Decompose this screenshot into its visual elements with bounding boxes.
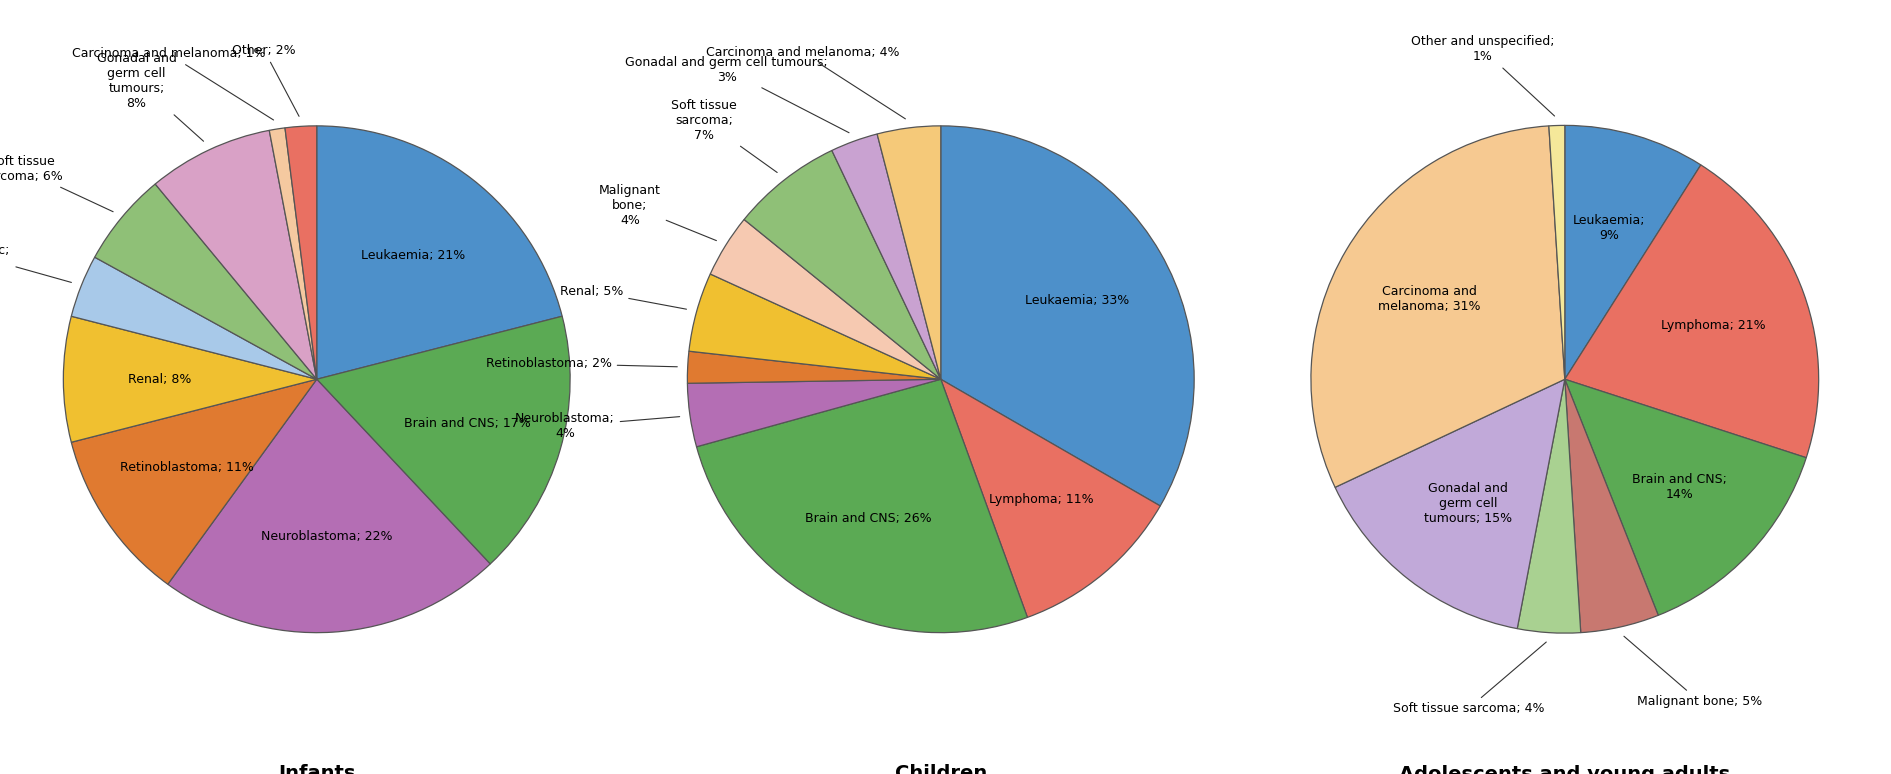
Wedge shape (95, 184, 318, 379)
Text: Renal; 8%: Renal; 8% (129, 373, 191, 385)
Wedge shape (688, 351, 942, 383)
Text: Carcinoma and melanoma; 1%: Carcinoma and melanoma; 1% (72, 47, 274, 120)
Text: Gonadal and germ cell tumours;
3%: Gonadal and germ cell tumours; 3% (626, 56, 849, 132)
Text: Leukaemia;
9%: Leukaemia; 9% (1573, 214, 1645, 242)
Text: Adolescents and young adults: Adolescents and young adults (1399, 765, 1730, 774)
Wedge shape (696, 379, 1027, 632)
Text: Lymphoma; 21%: Lymphoma; 21% (1660, 320, 1764, 333)
Wedge shape (1566, 379, 1806, 615)
Text: Soft tissue
sarcoma; 6%: Soft tissue sarcoma; 6% (0, 156, 113, 212)
Text: Renal; 5%: Renal; 5% (560, 285, 686, 309)
Text: Infants: Infants (278, 765, 356, 774)
Wedge shape (1566, 379, 1658, 632)
Wedge shape (168, 379, 490, 632)
Wedge shape (877, 126, 942, 379)
Wedge shape (711, 220, 942, 379)
Text: Carcinoma and
melanoma; 31%: Carcinoma and melanoma; 31% (1379, 285, 1481, 313)
Wedge shape (832, 134, 942, 379)
Text: Gonadal and
germ cell
tumours;
8%: Gonadal and germ cell tumours; 8% (96, 52, 204, 141)
Text: Leukaemia; 33%: Leukaemia; 33% (1025, 294, 1129, 307)
Text: Hepatic;
4%: Hepatic; 4% (0, 244, 72, 283)
Text: Other and unspecified;
1%: Other and unspecified; 1% (1411, 36, 1554, 116)
Text: Brain and CNS; 26%: Brain and CNS; 26% (806, 512, 932, 526)
Text: Retinoblastoma; 11%: Retinoblastoma; 11% (119, 461, 253, 474)
Text: Carcinoma and melanoma; 4%: Carcinoma and melanoma; 4% (705, 46, 906, 119)
Text: Lymphoma; 11%: Lymphoma; 11% (989, 493, 1095, 506)
Wedge shape (1335, 379, 1566, 628)
Text: Retinoblastoma; 2%: Retinoblastoma; 2% (486, 357, 677, 370)
Wedge shape (942, 379, 1161, 618)
Text: Gonadal and
germ cell
tumours; 15%: Gonadal and germ cell tumours; 15% (1424, 482, 1513, 525)
Text: Neuroblastoma; 22%: Neuroblastoma; 22% (261, 529, 391, 543)
Text: Leukaemia; 21%: Leukaemia; 21% (361, 248, 465, 262)
Wedge shape (269, 128, 318, 379)
Wedge shape (1310, 126, 1566, 488)
Wedge shape (1566, 165, 1819, 457)
Text: Soft tissue
sarcoma;
7%: Soft tissue sarcoma; 7% (671, 99, 777, 173)
Text: Neuroblastoma;
4%: Neuroblastoma; 4% (514, 412, 679, 440)
Wedge shape (318, 317, 569, 564)
Text: Malignant bone; 5%: Malignant bone; 5% (1624, 636, 1762, 708)
Wedge shape (155, 130, 318, 379)
Text: Brain and CNS;
14%: Brain and CNS; 14% (1632, 473, 1726, 501)
Wedge shape (72, 257, 318, 379)
Wedge shape (940, 126, 1195, 506)
Wedge shape (316, 126, 562, 379)
Wedge shape (688, 379, 942, 447)
Wedge shape (1564, 125, 1700, 379)
Text: Other; 2%: Other; 2% (233, 44, 299, 116)
Wedge shape (72, 379, 318, 584)
Wedge shape (286, 126, 318, 379)
Text: Malignant
bone;
4%: Malignant bone; 4% (599, 184, 717, 241)
Wedge shape (1517, 379, 1581, 633)
Wedge shape (64, 317, 318, 442)
Text: Soft tissue sarcoma; 4%: Soft tissue sarcoma; 4% (1392, 642, 1547, 715)
Wedge shape (1549, 125, 1566, 379)
Text: Brain and CNS; 17%: Brain and CNS; 17% (405, 416, 531, 430)
Wedge shape (743, 150, 942, 379)
Text: Children: Children (894, 765, 987, 774)
Wedge shape (688, 274, 942, 379)
